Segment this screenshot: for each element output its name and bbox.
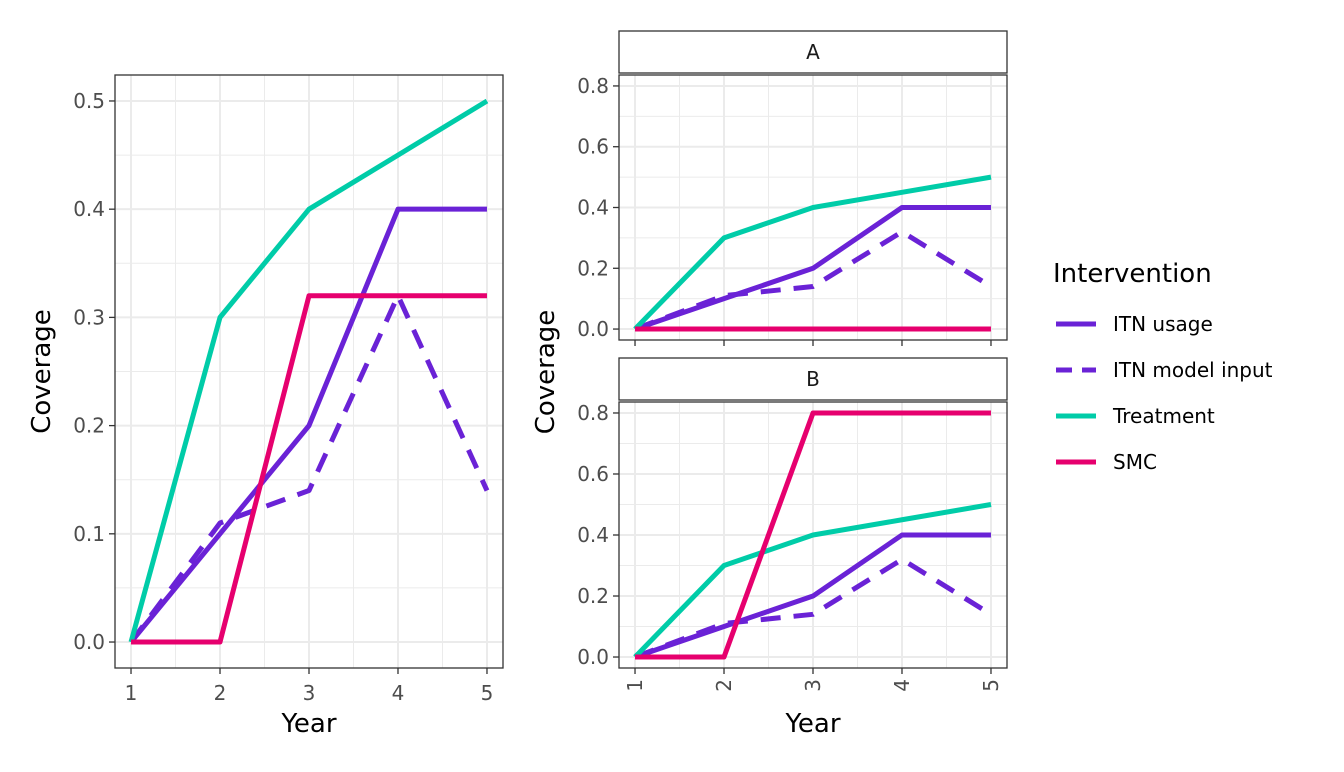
x-axis [634, 340, 992, 346]
grid [115, 75, 503, 668]
x-tick-label: 1 [623, 679, 647, 692]
x-tick-label: 2 [214, 681, 227, 705]
legend-label-smc: SMC [1113, 450, 1157, 474]
y-tick-label: 0.0 [577, 645, 609, 669]
y-tick-label: 0.2 [577, 256, 609, 280]
y-axis: 0.0 0.1 0.2 0.3 0.4 0.5 [73, 89, 115, 654]
legend-title: Intervention [1053, 259, 1212, 289]
y-tick-label: 0.4 [73, 197, 105, 221]
x-tick-label: 2 [712, 679, 736, 692]
y-tick-label: 0.5 [73, 89, 105, 113]
legend: Intervention ITN usage ITN model input Trea… [1053, 259, 1273, 474]
y-tick-label: 0.3 [73, 305, 105, 329]
legend-label-itn_model_input: ITN model input [1113, 358, 1273, 382]
y-tick-label: 0.8 [577, 74, 609, 98]
panel-facet-b: 0.0 0.2 0.4 0.6 0.8 1 2 3 4 5 Year B [577, 357, 1008, 739]
y-axis: 0.0 0.2 0.4 0.6 0.8 [577, 401, 619, 669]
x-tick-label: 5 [481, 681, 494, 705]
panel-overall: 0.0 0.1 0.2 0.3 0.4 0.5 1 2 3 4 5 Year Coverage [27, 74, 504, 739]
facet-strip [618, 357, 1008, 401]
series-line-treatment [633, 174, 992, 331]
facets-y-axis-title: Coverage [531, 310, 561, 435]
x-tick-label: 5 [979, 679, 1003, 692]
y-tick-label: 0.4 [577, 523, 609, 547]
y-axis-title: Coverage [27, 309, 57, 434]
series-line-treatment [128, 98, 489, 643]
series-line-itn_model_input [634, 556, 993, 660]
x-axis: 1 2 3 4 5 [125, 668, 494, 705]
facet-strip-label: B [806, 367, 820, 391]
series-group [633, 174, 993, 332]
series-line-treatment [633, 502, 992, 659]
y-tick-label: 0.0 [73, 630, 105, 654]
facet-strip [618, 30, 1008, 74]
y-tick-label: 0.8 [577, 401, 609, 425]
x-axis-title: Year [784, 709, 840, 739]
series-line-itn_usage [129, 206, 487, 644]
x-tick-label: 4 [890, 679, 914, 692]
series-line-itn_usage [634, 532, 991, 660]
series-line-smc [131, 293, 487, 645]
facet-strip-label: A [806, 40, 820, 64]
panel-facet-a: 0.0 0.2 0.4 0.6 0.8 A [577, 30, 1008, 346]
y-tick-label: 0.2 [577, 584, 609, 608]
series-line-itn_usage [634, 205, 991, 332]
y-tick-label: 0.0 [577, 317, 609, 341]
x-axis-title: Year [280, 709, 336, 739]
x-tick-label: 3 [801, 679, 825, 692]
x-tick-label: 4 [392, 681, 405, 705]
y-tick-label: 0.1 [73, 522, 105, 546]
x-tick-label: 3 [303, 681, 316, 705]
y-tick-label: 0.2 [73, 414, 105, 438]
series-line-itn_model_input [634, 229, 993, 332]
series-line-itn_model_input [129, 293, 490, 644]
series-group [633, 410, 993, 660]
legend-label-treatment: Treatment [1112, 404, 1215, 428]
series-group [128, 98, 490, 645]
y-tick-label: 0.6 [577, 462, 609, 486]
x-tick-label: 1 [125, 681, 138, 705]
y-axis: 0.0 0.2 0.4 0.6 0.8 [577, 74, 619, 341]
legend-label-itn_usage: ITN usage [1113, 312, 1213, 336]
y-tick-label: 0.6 [577, 135, 609, 159]
x-axis: 1 2 3 4 5 [623, 668, 1003, 692]
series-line-smc [635, 410, 991, 660]
y-tick-label: 0.4 [577, 196, 609, 220]
